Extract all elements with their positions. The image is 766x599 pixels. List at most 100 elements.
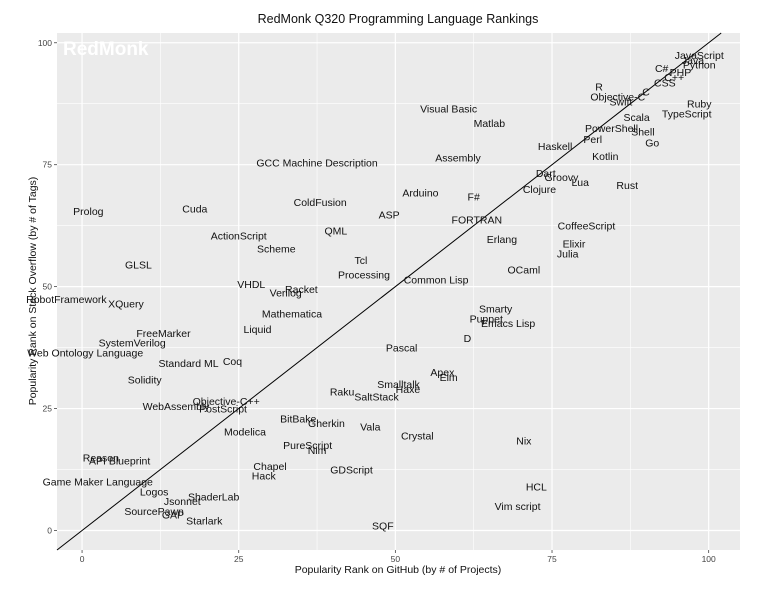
language-label: Julia <box>557 248 579 260</box>
language-label: Ruby <box>687 99 712 111</box>
language-label: Mathematica <box>262 308 322 320</box>
language-label: Scala <box>623 112 649 124</box>
language-label: FreeMarker <box>136 328 191 340</box>
language-label: RobotFramework <box>26 294 107 306</box>
language-label: Dart <box>536 168 556 180</box>
language-label: Haskell <box>538 141 572 153</box>
language-label: Swift <box>610 96 633 108</box>
language-label: JavaScript <box>675 50 724 62</box>
language-label: Jsonnet <box>164 496 201 508</box>
language-label: C++ <box>664 72 684 84</box>
language-label: Starlark <box>186 516 223 528</box>
language-label: API Blueprint <box>89 456 150 468</box>
language-label: XQuery <box>108 299 144 311</box>
language-label: BitBake <box>280 413 316 425</box>
plot-panel <box>57 33 740 550</box>
language-label: Shell <box>631 127 654 139</box>
y-tick-label: 25 <box>43 404 53 414</box>
language-label: SaltStack <box>354 391 399 403</box>
language-label: F# <box>468 191 480 203</box>
language-label: Web Ontology Language <box>27 347 143 359</box>
y-tick-label: 100 <box>38 38 52 48</box>
language-label: Modelica <box>224 426 266 438</box>
language-label: Groovy <box>544 172 579 184</box>
language-label: Crystal <box>401 430 434 442</box>
language-label: D <box>464 333 472 345</box>
language-label: SQF <box>372 521 394 533</box>
language-label: Game Maker Language <box>43 477 153 489</box>
language-label: GLSL <box>125 260 152 272</box>
x-tick-label: 25 <box>234 554 244 564</box>
watermark-text: @稀土掘金技术社区 <box>633 567 750 583</box>
language-label: SourcePawn <box>124 506 184 518</box>
language-label: Objective-C++ <box>193 396 260 408</box>
language-label: Pascal <box>386 343 418 355</box>
language-label: Verilog <box>270 287 302 299</box>
language-label: WebAssembly <box>143 401 211 413</box>
x-tick-label: 75 <box>547 554 557 564</box>
language-label: ActionScript <box>211 230 267 242</box>
language-label: Elm <box>440 372 458 384</box>
x-axis-title: Popularity Rank on GitHub (by # of Proje… <box>295 564 502 576</box>
y-tick-label: 50 <box>43 282 53 292</box>
language-label: Rust <box>616 180 638 192</box>
chart-title: RedMonk Q320 Programming Language Rankin… <box>258 12 539 26</box>
language-label: Liquid <box>243 324 271 336</box>
language-label: TypeScript <box>662 108 712 120</box>
language-label: PowerShell <box>585 123 638 135</box>
language-label: C# <box>655 63 669 75</box>
language-label: Emacs Lisp <box>481 318 535 330</box>
reference-diagonal-line <box>56 32 722 551</box>
language-label: Go <box>645 138 659 150</box>
language-label: GCC Machine Description <box>256 157 378 169</box>
language-label: Vala <box>360 422 380 434</box>
language-label: Perl <box>583 134 602 146</box>
language-label: PostScript <box>199 404 247 416</box>
language-label: Logos <box>140 486 169 498</box>
language-label: Haxe <box>396 384 421 396</box>
language-label: Prolog <box>73 206 104 218</box>
language-label: SystemVerilog <box>99 338 166 350</box>
language-label: Nim <box>308 445 327 457</box>
redmonk-logo: RedMonk <box>63 39 149 60</box>
language-label: ASP <box>379 209 400 221</box>
language-label: Vim script <box>495 501 541 513</box>
language-label: Nix <box>516 435 532 447</box>
language-label: Standard ML <box>159 358 219 370</box>
x-tick-label: 50 <box>391 554 401 564</box>
language-label: Java <box>682 55 704 67</box>
language-label: Erlang <box>487 234 518 246</box>
language-label: Reason <box>83 452 119 464</box>
language-label: Hack <box>252 470 277 482</box>
language-label: Processing <box>338 269 390 281</box>
language-label: Cuda <box>182 204 207 216</box>
language-label: Solidity <box>128 374 163 386</box>
language-label: Smarty <box>479 304 513 316</box>
grid-lines <box>57 33 740 550</box>
language-label: VHDL <box>237 279 265 291</box>
language-label: Apex <box>430 367 455 379</box>
language-label: Tcl <box>354 255 367 267</box>
language-label: Lua <box>571 177 589 189</box>
language-label: Kotlin <box>592 151 618 163</box>
language-label: Smalltalk <box>377 379 420 391</box>
language-label: GAP <box>162 509 184 521</box>
language-label: R <box>595 82 603 94</box>
y-tick-label: 0 <box>47 525 52 535</box>
language-label: Elixir <box>563 239 586 251</box>
language-label: QML <box>324 226 347 238</box>
language-label: OCaml <box>507 265 540 277</box>
language-label: PHP <box>670 67 692 79</box>
language-label: FORTRAN <box>452 214 503 226</box>
language-label: PureScript <box>283 440 332 452</box>
language-label: ColdFusion <box>294 197 347 209</box>
language-label: Objective-C <box>590 91 645 103</box>
language-label: Chapel <box>253 461 286 473</box>
language-label: Clojure <box>523 184 556 196</box>
language-label: Gherkin <box>308 418 345 430</box>
language-label: CoffeeScript <box>558 221 616 233</box>
language-label: ShaderLab <box>188 491 240 503</box>
language-label: Scheme <box>257 244 296 256</box>
y-tick-label: 75 <box>43 160 53 170</box>
